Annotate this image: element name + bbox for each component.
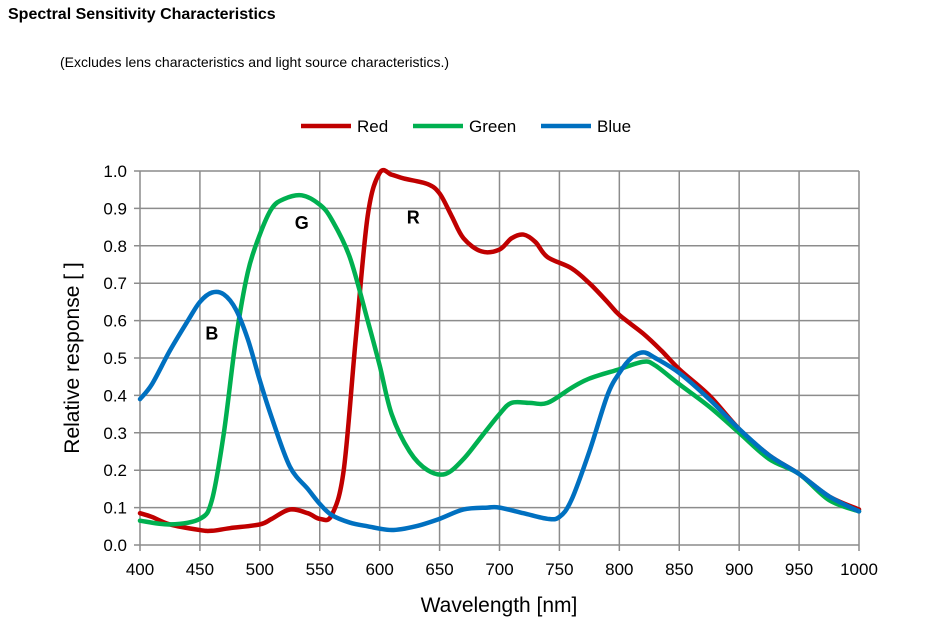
annotation-g: G [295, 213, 309, 233]
tick-labels: 400 450 500 550 600 650 700 750 800 850 900 950 1000… [103, 162, 878, 579]
x-tick-label: 500 [246, 560, 274, 579]
series-line-red [137, 167, 862, 534]
series-line-blue [137, 289, 862, 533]
y-tick-label: 0.6 [103, 312, 127, 331]
y-tick-label: 0.7 [103, 274, 127, 293]
y-tick-label: 0.9 [103, 199, 127, 218]
x-tick-label: 650 [425, 560, 453, 579]
annotations: B G R [205, 207, 419, 343]
x-tick-label: 400 [126, 560, 154, 579]
x-tick-label: 950 [785, 560, 813, 579]
chart-subtitle: (Excludes lens characteristics and light… [60, 54, 450, 70]
legend-label-green: Green [469, 117, 516, 136]
y-tick-label: 0.8 [103, 237, 127, 256]
grid [134, 170, 860, 551]
legend-label-blue: Blue [597, 117, 631, 136]
y-axis-label: Relative response [ ] [61, 262, 84, 453]
y-tick-label: 0.2 [103, 461, 127, 480]
chart-title: Spectral Sensitivity Characteristics [8, 6, 276, 23]
x-tick-label: 550 [306, 560, 334, 579]
x-tick-label: 1000 [840, 560, 878, 579]
y-tick-label: 0.3 [103, 424, 127, 443]
series-line-green [137, 192, 862, 527]
x-tick-label: 600 [365, 560, 393, 579]
x-tick-label: 900 [725, 560, 753, 579]
y-tick-label: 1.0 [103, 162, 127, 181]
annotation-b: B [205, 323, 218, 343]
x-axis-label: Wavelength [nm] [421, 594, 578, 617]
x-tick-label: 800 [605, 560, 633, 579]
y-tick-label: 0.1 [103, 499, 127, 518]
x-tick-label: 700 [485, 560, 513, 579]
x-tick-label: 750 [545, 560, 573, 579]
y-tick-label: 0.4 [103, 386, 127, 405]
series-lines [137, 167, 862, 534]
legend-label-red: Red [357, 117, 388, 136]
y-tick-label: 0.5 [103, 349, 127, 368]
annotation-r: R [407, 207, 420, 227]
legend: Red Green Blue [301, 117, 631, 136]
y-tick-label: 0.0 [103, 536, 127, 555]
x-tick-label: 850 [665, 560, 693, 579]
x-tick-label: 450 [186, 560, 214, 579]
